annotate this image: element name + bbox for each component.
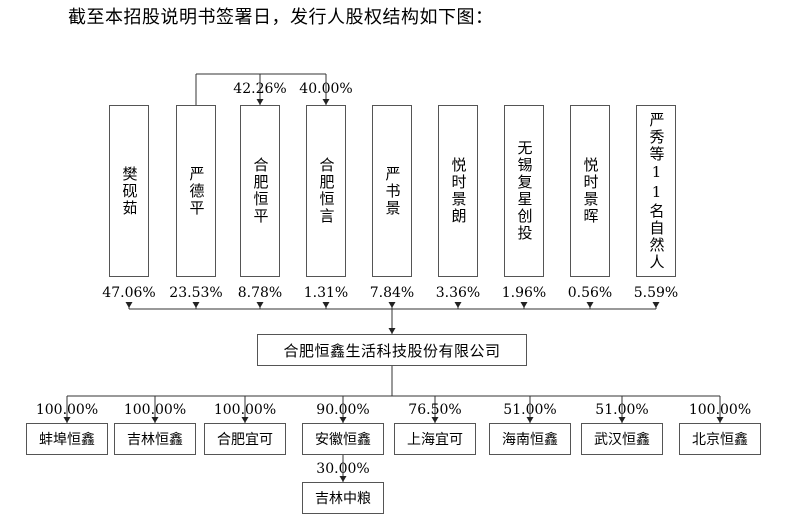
subsidiary-arrow bbox=[241, 417, 249, 423]
shareholder-arrow bbox=[652, 302, 660, 308]
shareholder-arrow bbox=[520, 302, 528, 308]
subsidiary-arrow bbox=[618, 417, 626, 423]
subsidiary-pct: 100.00% bbox=[213, 402, 277, 418]
shareholder-arrow bbox=[192, 302, 200, 308]
shareholder-pct: 1.96% bbox=[501, 285, 547, 301]
shareholder-box: 严德平 bbox=[176, 105, 216, 277]
controller-arrow bbox=[256, 99, 264, 105]
shareholder-box: 悦时景朗 bbox=[438, 105, 478, 277]
shareholder-box: 合肥恒言 bbox=[306, 105, 346, 277]
shareholder-arrow bbox=[256, 302, 264, 308]
subsidiary-pct: 51.00% bbox=[503, 402, 557, 418]
shareholder-name: 樊砚茹 bbox=[120, 165, 139, 217]
shareholder-name: 严秀等11名自然人 bbox=[647, 111, 666, 271]
subsidiary-name: 蚌埠恒鑫 bbox=[39, 432, 95, 448]
shareholder-pct: 23.53% bbox=[169, 285, 223, 301]
company-name: 合肥恒鑫生活科技股份有限公司 bbox=[283, 341, 501, 360]
subsidiary-pct: 100.00% bbox=[688, 402, 752, 418]
shareholder-name: 无锡复星创投 bbox=[515, 140, 534, 242]
shareholder-name: 悦时景晖 bbox=[581, 157, 600, 225]
shareholder-box: 悦时景晖 bbox=[570, 105, 610, 277]
subsidiary-name: 上海宜可 bbox=[407, 432, 463, 448]
shareholder-name: 合肥恒言 bbox=[317, 157, 336, 225]
subsidiary-arrow bbox=[63, 417, 71, 423]
subsidiary-box: 吉林恒鑫 bbox=[114, 423, 196, 455]
shareholder-arrow bbox=[586, 302, 594, 308]
subsidiary-box: 安徽恒鑫 bbox=[302, 423, 384, 455]
shareholder-pct: 1.31% bbox=[303, 285, 349, 301]
subsidiary-box: 上海宜可 bbox=[394, 423, 476, 455]
shareholder-arrow bbox=[125, 302, 133, 308]
subsidiary-pct: 90.00% bbox=[316, 402, 370, 418]
shareholder-name: 严德平 bbox=[187, 165, 206, 217]
shareholder-pct: 3.36% bbox=[435, 285, 481, 301]
sub-subsidiary-pct: 30.00% bbox=[316, 461, 370, 477]
subsidiary-pct: 100.00% bbox=[35, 402, 99, 418]
subsidiary-box: 蚌埠恒鑫 bbox=[26, 423, 108, 455]
subsidiary-name: 海南恒鑫 bbox=[502, 432, 558, 448]
controller-arrow bbox=[322, 99, 330, 105]
subsidiary-name: 北京恒鑫 bbox=[692, 432, 748, 448]
shareholder-box: 樊砚茹 bbox=[109, 105, 149, 277]
shareholder-arrow bbox=[322, 302, 330, 308]
subsidiary-arrow bbox=[431, 417, 439, 423]
controller-pct: 42.26% bbox=[233, 81, 287, 97]
sub-subsidiary-arrow bbox=[339, 476, 347, 482]
shareholder-box: 严秀等11名自然人 bbox=[636, 105, 676, 277]
shareholder-box: 严书景 bbox=[372, 105, 412, 277]
subsidiary-pct: 51.00% bbox=[595, 402, 649, 418]
sub-subsidiary-name: 吉林中粮 bbox=[315, 491, 371, 507]
shareholder-box: 合肥恒平 bbox=[240, 105, 280, 277]
controller-pct: 40.00% bbox=[299, 81, 353, 97]
shareholder-pct: 7.84% bbox=[369, 285, 415, 301]
subsidiary-arrow bbox=[339, 417, 347, 423]
shareholder-name: 悦时景朗 bbox=[449, 157, 468, 225]
subsidiary-arrow bbox=[526, 417, 534, 423]
shareholder-pct: 5.59% bbox=[633, 285, 679, 301]
shareholder-arrow bbox=[388, 302, 396, 308]
subsidiary-arrow bbox=[151, 417, 159, 423]
shareholder-pct: 0.56% bbox=[567, 285, 613, 301]
sub-subsidiary-box: 吉林中粮 bbox=[302, 482, 384, 514]
company-box: 合肥恒鑫生活科技股份有限公司 bbox=[257, 334, 527, 366]
subsidiary-pct: 100.00% bbox=[123, 402, 187, 418]
subsidiary-box: 武汉恒鑫 bbox=[581, 423, 663, 455]
subsidiary-box: 合肥宜可 bbox=[204, 423, 286, 455]
subsidiary-name: 安徽恒鑫 bbox=[315, 432, 371, 448]
shareholder-name: 严书景 bbox=[383, 165, 402, 217]
subsidiary-name: 合肥宜可 bbox=[217, 432, 273, 448]
shareholder-box: 无锡复星创投 bbox=[504, 105, 544, 277]
subsidiary-arrow bbox=[716, 417, 724, 423]
shareholder-pct: 47.06% bbox=[102, 285, 156, 301]
subsidiary-name: 吉林恒鑫 bbox=[127, 432, 183, 448]
subsidiary-name: 武汉恒鑫 bbox=[594, 432, 650, 448]
shareholder-name: 合肥恒平 bbox=[251, 157, 270, 225]
subsidiary-box: 北京恒鑫 bbox=[679, 423, 761, 455]
company-arrow bbox=[388, 328, 396, 334]
subsidiary-box: 海南恒鑫 bbox=[489, 423, 571, 455]
subsidiary-pct: 76.50% bbox=[408, 402, 462, 418]
shareholder-arrow bbox=[454, 302, 462, 308]
page-title: 截至本招股说明书签署日，发行人股权结构如下图： bbox=[68, 7, 494, 28]
shareholder-pct: 8.78% bbox=[237, 285, 283, 301]
